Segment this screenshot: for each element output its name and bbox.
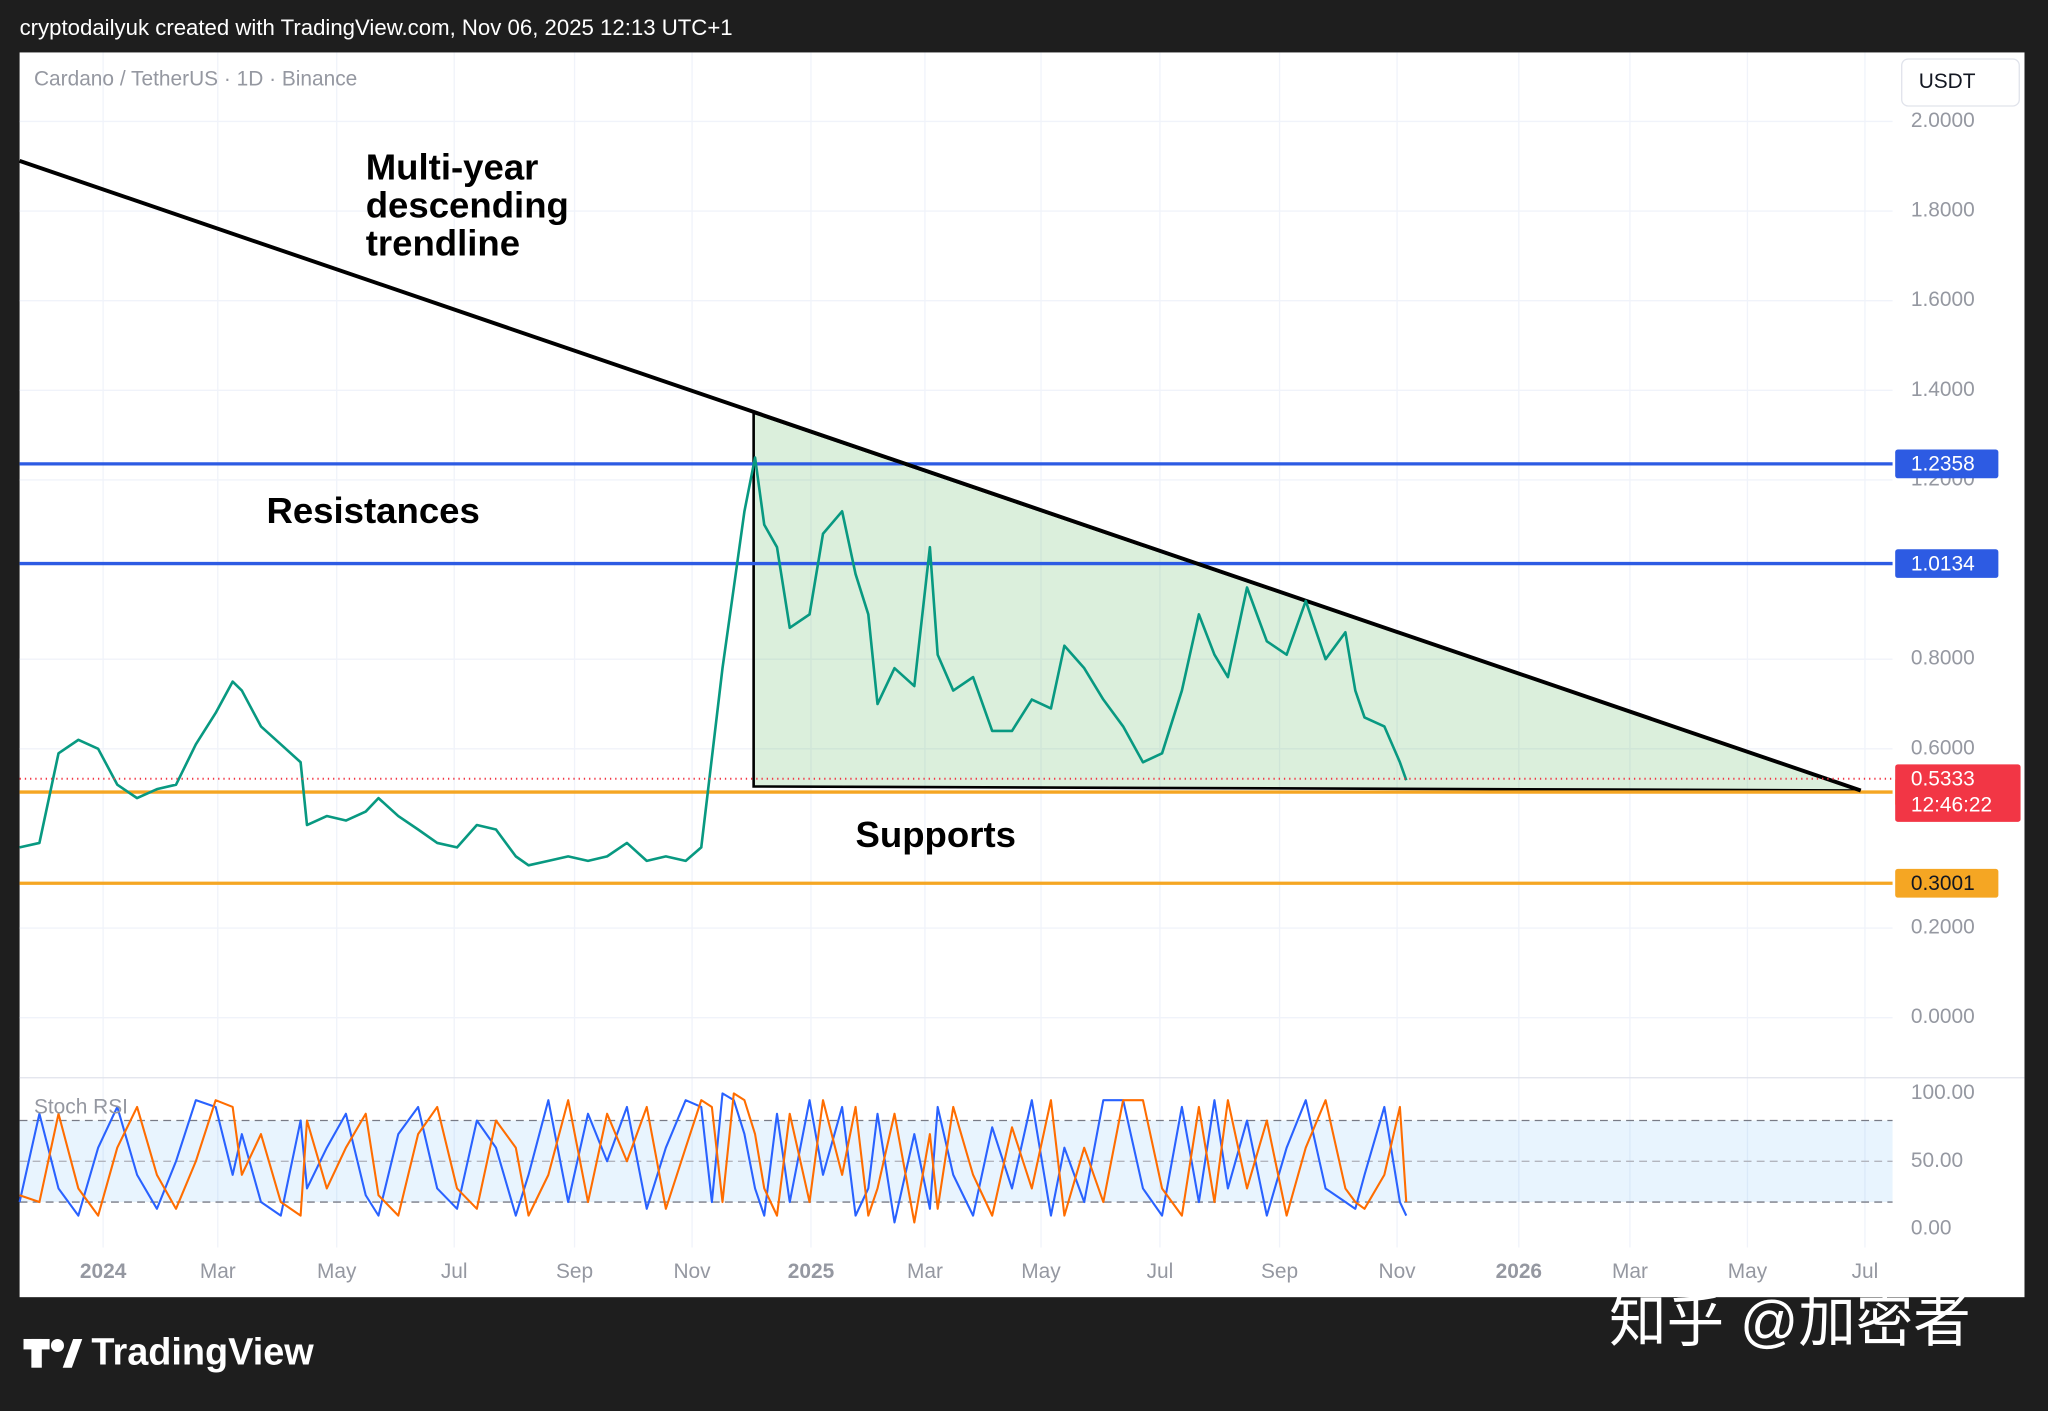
x-tick-label: Mar [200,1260,236,1283]
y-tick-label: 1.8000 [1911,199,1975,222]
y-tick-label: 50.00 [1911,1149,1963,1172]
x-tick-label: Sep [556,1260,593,1283]
last-price-label: 0.5333 [1911,768,1975,791]
last-price-box [1895,764,2021,822]
annotation: descending [366,185,569,226]
credit: cryptodailyuk created with TradingView.c… [20,15,733,40]
level-label: 0.3001 [1911,872,1975,895]
y-tick-label: 0.8000 [1911,647,1975,670]
level-label: 1.0134 [1911,552,1975,575]
symbol: Cardano / TetherUS · 1D · Binance [34,67,357,90]
chart-frame [19,52,2025,1298]
x-tick-label: Sep [1261,1260,1298,1283]
y-tick-label: 1.6000 [1911,288,1975,311]
x-tick-label: May [1021,1260,1061,1283]
x-tick-label: May [317,1260,357,1283]
y-tick-label: 100.00 [1911,1081,1975,1104]
x-tick-label: Mar [907,1260,943,1283]
countdown: 12:46:22 [1911,794,1992,817]
x-tick-label: Jul [441,1260,468,1283]
annotation: Resistances [266,490,479,531]
series-line [18,1092,1408,1224]
level-label-box [1895,549,1999,578]
y-tick-label: 0.0000 [1911,1005,1975,1028]
y-tick-label: 1.4000 [1911,378,1975,401]
watermark: 知乎 @加密者 [1609,1290,1971,1354]
currency[interactable]: USDT [1919,70,1976,93]
brand-logo [23,1338,83,1368]
level-label: 1.2358 [1911,453,1975,476]
y-tick-label: 0.00 [1911,1217,1952,1240]
plot: 2024 Mar May Jul Sep Nov 2025 Mar May Jul Sep Nov 20… [18,52,2025,1283]
x-tick-label: Nov [1379,1260,1417,1283]
y-tick-label: 2.0000 [1911,109,1975,132]
level-label-box [1895,868,1999,898]
x-tick-label: May [1728,1260,1768,1283]
series-line [19,456,1408,867]
x-tick-label: Mar [1612,1260,1648,1283]
x-tick-label: 2026 [1496,1260,1542,1283]
y-tick-label: 0.6000 [1911,736,1975,759]
series-line [19,1092,1408,1224]
currency-box[interactable] [1901,58,2020,107]
indicator-title: Stoch RSI [34,1095,128,1118]
x-tick-label: Jul [1147,1260,1174,1283]
brand: TradingView [91,1332,314,1374]
x-tick-label: 2025 [788,1260,835,1283]
annotation: Multi-year [366,147,539,188]
annotation: Supports [856,814,1016,855]
x-tick-label: Nov [673,1260,711,1283]
annotation: trendline [366,222,520,263]
x-tick-label: 2024 [80,1260,127,1283]
x-tick-label: Jul [1852,1260,1879,1283]
level-label-box [1895,449,1999,479]
trendline [18,159,1862,793]
y-tick-label: 0.2000 [1911,916,1975,939]
